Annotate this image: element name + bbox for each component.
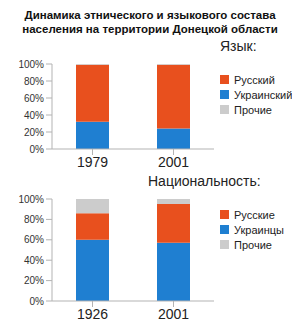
html-text:Прочие: Прочие [234, 238, 272, 251]
html-text:Язык:: Язык: [220, 38, 257, 54]
html-text:Национальность:: Национальность: [148, 173, 261, 189]
svg-text:1979: 1979 [77, 154, 108, 170]
svg-text:20%: 20% [24, 127, 44, 138]
svg-text:2001: 2001 [158, 154, 189, 170]
svg-text:60%: 60% [24, 234, 44, 245]
html-text:Украинцы: Украинцы [234, 223, 284, 236]
svg-text:100%: 100% [18, 194, 44, 205]
svg-text:20%: 20% [24, 275, 44, 286]
svg-text:1926: 1926 [77, 306, 108, 322]
svg-text:40%: 40% [24, 255, 44, 266]
svg-text:80%: 80% [24, 214, 44, 225]
svg-text:0%: 0% [30, 144, 45, 155]
html-text:Динамика этнического и языково: Динамика этнического и языкового состава… [22, 9, 278, 35]
svg-text:2001: 2001 [158, 306, 189, 322]
svg-text:80%: 80% [24, 76, 44, 87]
html-text:Украинский: Украинский [234, 88, 293, 101]
svg-text:0%: 0% [30, 296, 45, 307]
svg-text:40%: 40% [24, 110, 44, 121]
html-text:Русские: Русские [234, 208, 275, 221]
html-text:Русский: Русский [234, 73, 275, 86]
html-text:Прочие: Прочие [234, 103, 272, 116]
svg-text:100%: 100% [18, 59, 44, 70]
svg-text:60%: 60% [24, 93, 44, 104]
